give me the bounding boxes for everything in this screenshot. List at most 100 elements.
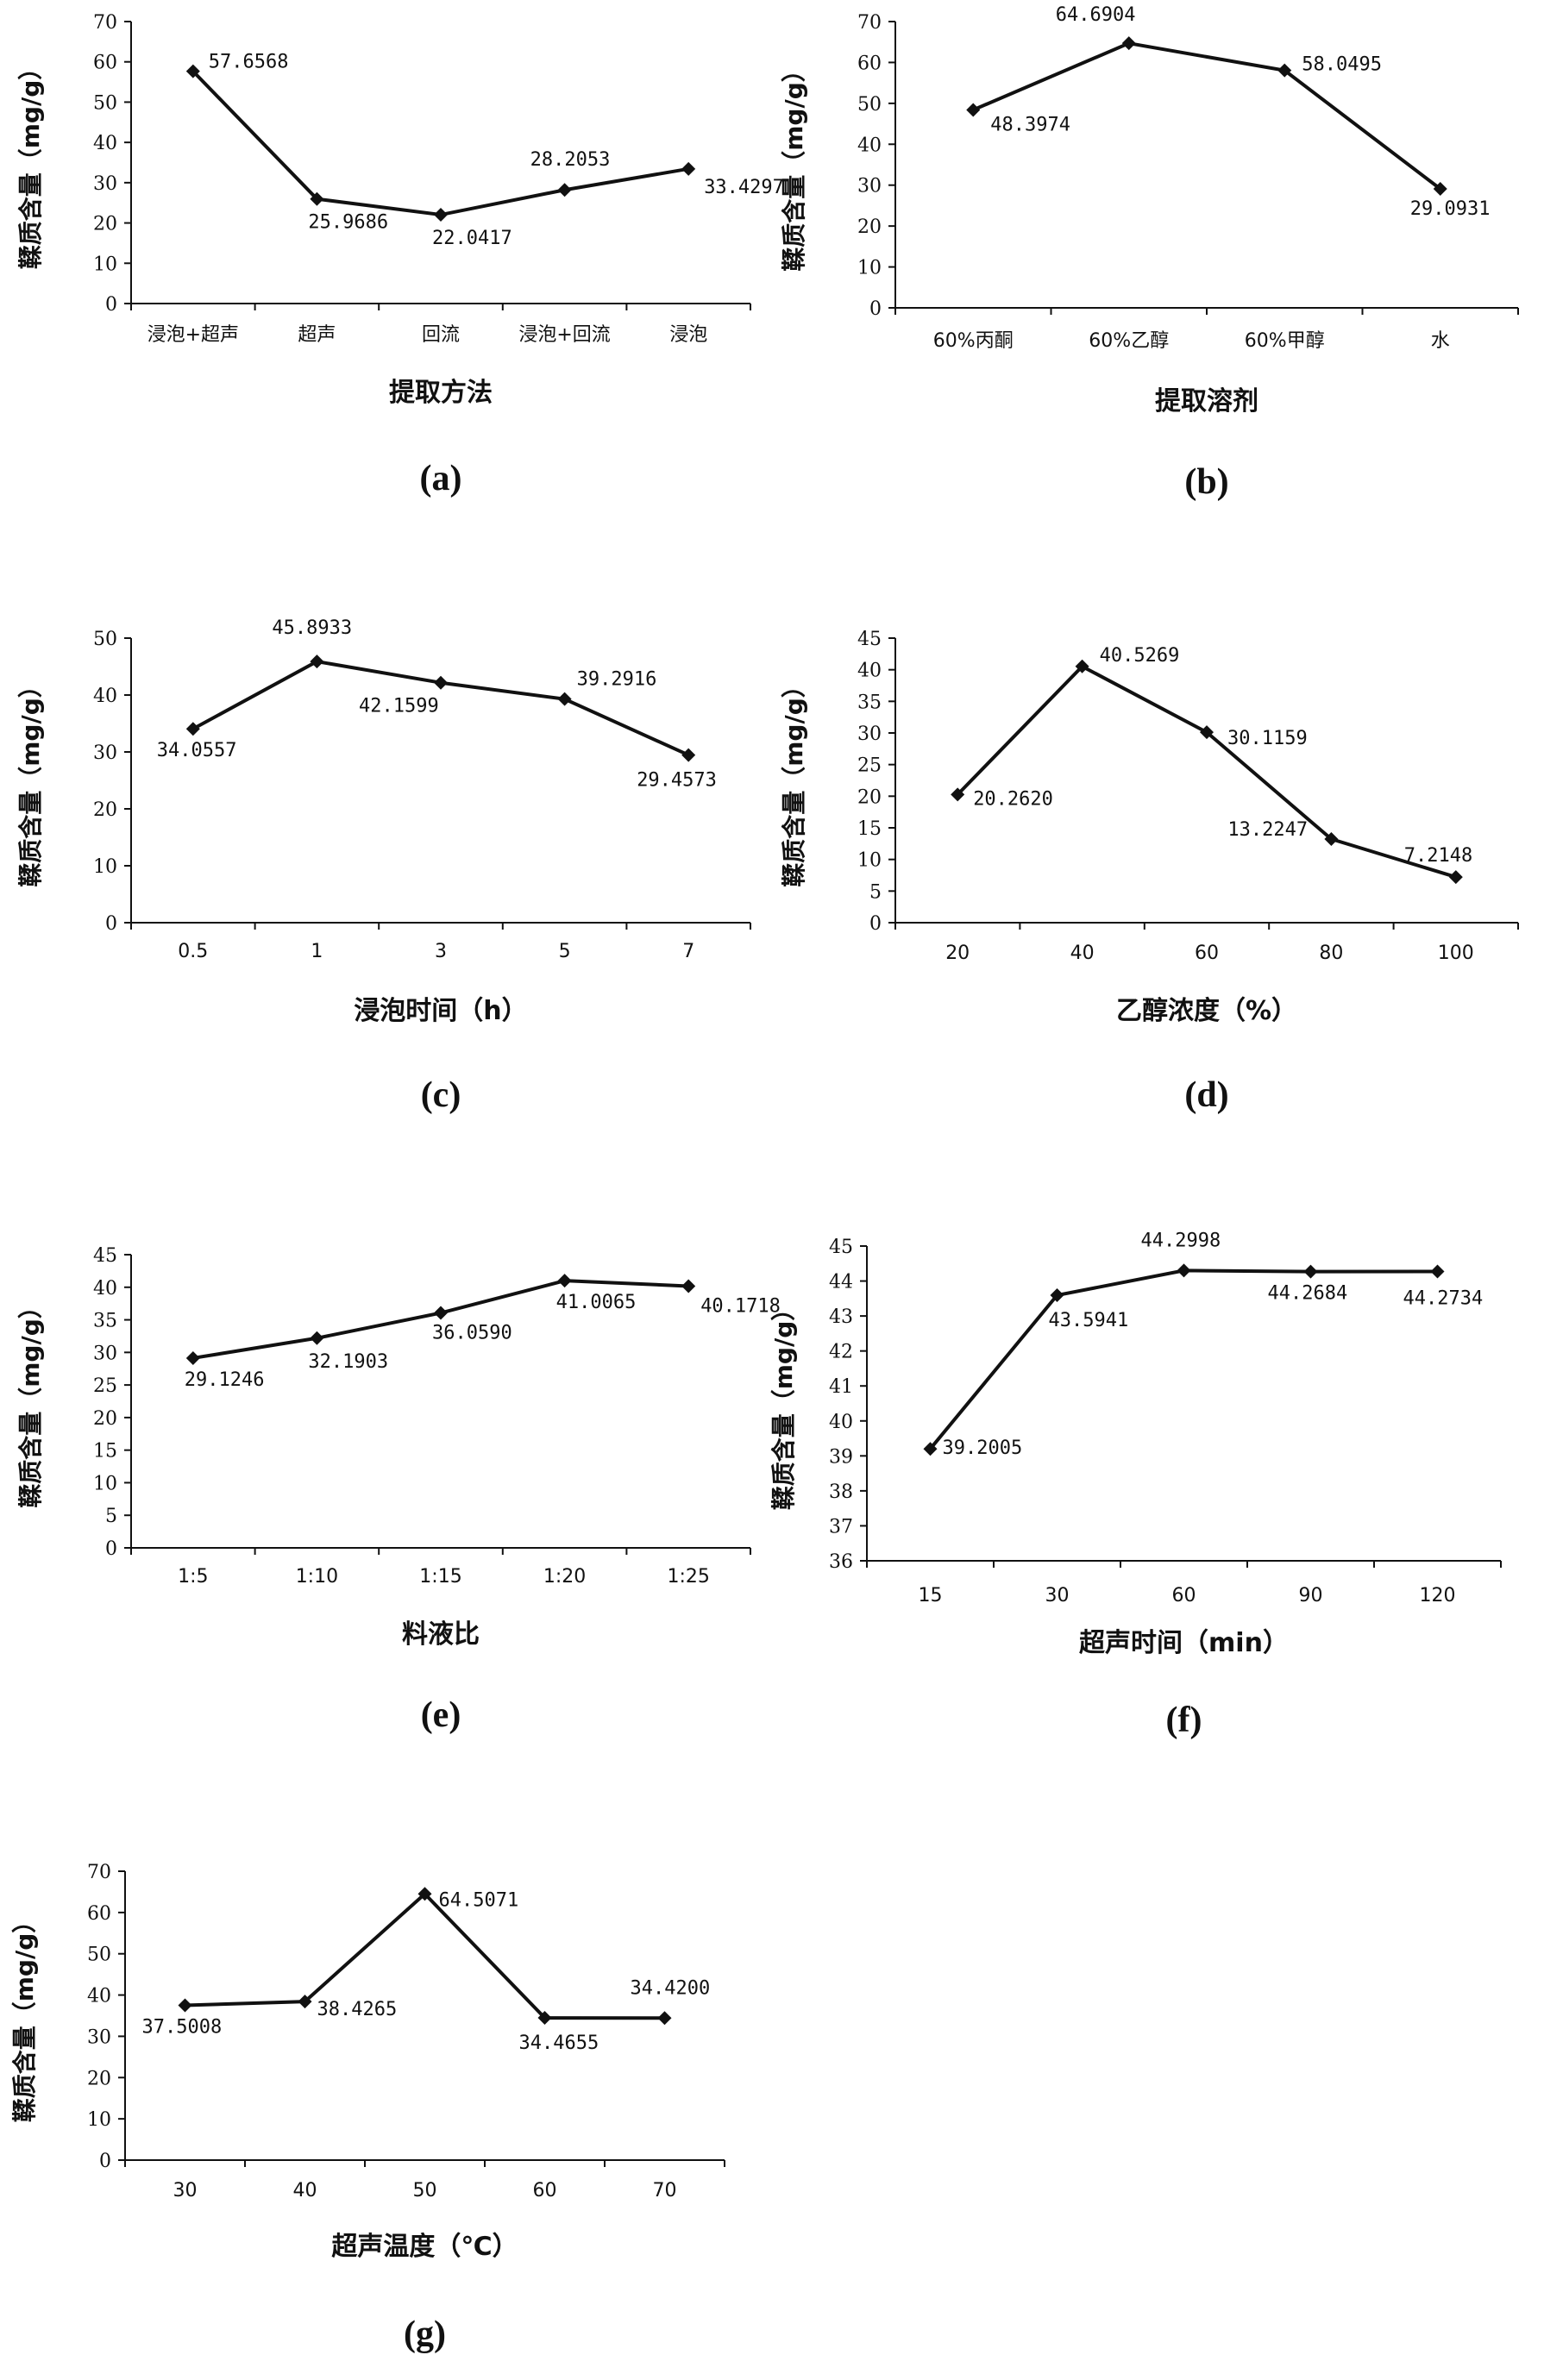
y-axis-title: 鞣质含量（mg/g） (769, 1297, 798, 1511)
y-tick-label: 40 (93, 686, 117, 707)
y-tick-label: 30 (93, 173, 117, 195)
chart-panel-f: 363738394041424344451530609012039.200543… (769, 1230, 1501, 1740)
data-label: 40.1718 (700, 1295, 781, 1317)
data-point-marker (1304, 1265, 1318, 1279)
data-point-marker (681, 748, 695, 762)
data-point-marker (966, 103, 980, 116)
y-tick-label: 0 (99, 2151, 111, 2172)
y-tick-label: 10 (87, 2109, 111, 2131)
y-tick-label: 10 (857, 258, 882, 279)
data-label: 33.4297 (704, 177, 784, 198)
x-tick-label: 浸泡+超声 (147, 324, 239, 346)
x-axis-title: 料液比 (402, 1619, 480, 1650)
x-tick-label: 1 (311, 941, 323, 962)
y-tick-label: 44 (829, 1272, 853, 1293)
y-tick-label: 0 (105, 294, 117, 316)
y-tick-label: 20 (93, 214, 117, 235)
y-tick-label: 20 (87, 2068, 111, 2089)
y-tick-label: 70 (857, 12, 882, 34)
data-label: 29.1246 (185, 1369, 265, 1391)
panel-label: (b) (1184, 462, 1228, 502)
y-tick-label: 42 (829, 1342, 853, 1363)
y-tick-label: 10 (93, 254, 117, 275)
chart-panel-c: 010203040500.5135734.055745.893342.15993… (16, 617, 750, 1115)
panel-label: (e) (421, 1695, 461, 1735)
x-tick-label: 1:15 (419, 1566, 461, 1588)
data-label: 57.6568 (209, 52, 289, 73)
y-tick-label: 40 (93, 133, 117, 154)
y-tick-label: 60 (87, 1903, 111, 1925)
y-tick-label: 38 (829, 1481, 853, 1503)
data-label: 28.2053 (530, 149, 611, 171)
y-tick-label: 40 (857, 661, 882, 682)
x-tick-label: 0.5 (178, 941, 208, 962)
data-point-marker (658, 2011, 672, 2025)
data-label: 44.2734 (1403, 1287, 1484, 1309)
chart-panel-b: 01020304050607060%丙酮60%乙醇60%甲醇水48.397464… (780, 4, 1518, 502)
x-tick-label: 1:20 (543, 1566, 586, 1588)
y-tick-label: 30 (93, 1343, 117, 1364)
data-label: 36.0590 (432, 1323, 512, 1344)
data-label: 41.0065 (556, 1292, 637, 1313)
x-axis-title: 超声时间（min） (1079, 1628, 1289, 1658)
figure-canvas: 010203040506070浸泡+超声超声回流浸泡+回流浸泡57.656825… (0, 0, 1544, 2380)
data-label: 48.3974 (990, 114, 1070, 135)
x-tick-label: 浸泡+回流 (518, 324, 610, 346)
y-axis-title: 鞣质含量（mg/g） (780, 58, 808, 272)
y-tick-label: 20 (93, 1408, 117, 1430)
x-tick-label: 60 (1172, 1585, 1196, 1606)
data-label: 40.5269 (1100, 645, 1180, 667)
y-tick-label: 40 (829, 1412, 853, 1433)
data-label: 13.2247 (1227, 819, 1308, 841)
y-tick-label: 30 (93, 742, 117, 764)
x-axis-title: 提取方法 (389, 378, 493, 408)
y-tick-label: 20 (857, 786, 882, 808)
x-tick-label: 60 (533, 2180, 557, 2202)
data-point-marker (186, 722, 200, 736)
y-tick-label: 60 (857, 53, 882, 74)
y-tick-label: 70 (93, 12, 117, 34)
x-axis-title: 乙醇浓度（%） (1116, 996, 1297, 1026)
y-tick-label: 43 (829, 1306, 853, 1328)
y-tick-label: 30 (87, 2026, 111, 2048)
x-tick-label: 100 (1438, 943, 1474, 964)
y-tick-label: 5 (105, 1506, 117, 1527)
data-point-marker (681, 1279, 695, 1293)
y-tick-label: 30 (857, 176, 882, 197)
y-tick-label: 0 (105, 913, 117, 935)
chart-panel-d: 0510152025303540452040608010020.262040.5… (780, 629, 1518, 1115)
x-tick-label: 1:5 (178, 1566, 208, 1588)
panel-label: (c) (421, 1075, 461, 1115)
data-label: 44.2998 (1141, 1230, 1221, 1251)
y-tick-label: 25 (857, 755, 882, 777)
data-label: 32.1903 (308, 1351, 388, 1373)
series-line (193, 72, 688, 215)
y-tick-label: 50 (87, 1945, 111, 1966)
data-label: 25.9686 (308, 212, 388, 234)
data-point-marker (1177, 1263, 1191, 1277)
data-point-marker (1449, 870, 1463, 884)
x-tick-label: 50 (413, 2180, 437, 2202)
y-tick-label: 15 (93, 1441, 117, 1462)
x-tick-label: 30 (1045, 1585, 1070, 1606)
y-tick-label: 41 (829, 1376, 853, 1398)
x-tick-label: 回流 (422, 324, 460, 346)
y-tick-label: 40 (857, 135, 882, 156)
data-point-marker (310, 1331, 323, 1345)
y-tick-label: 50 (93, 629, 117, 650)
x-tick-label: 120 (1420, 1585, 1456, 1606)
y-tick-label: 70 (87, 1862, 111, 1883)
panel-label: (d) (1184, 1075, 1228, 1115)
y-axis-title: 鞣质含量（mg/g） (780, 673, 808, 887)
y-tick-label: 45 (829, 1237, 853, 1258)
y-tick-label: 60 (93, 53, 117, 74)
series-line (931, 1270, 1438, 1449)
y-tick-label: 20 (857, 216, 882, 238)
y-tick-label: 15 (857, 818, 882, 840)
panel-label: (f) (1166, 1700, 1202, 1740)
x-tick-label: 70 (653, 2180, 677, 2202)
y-tick-label: 0 (105, 1538, 117, 1560)
series-line (185, 1894, 665, 2018)
y-tick-label: 30 (857, 723, 882, 745)
data-point-marker (681, 162, 695, 176)
